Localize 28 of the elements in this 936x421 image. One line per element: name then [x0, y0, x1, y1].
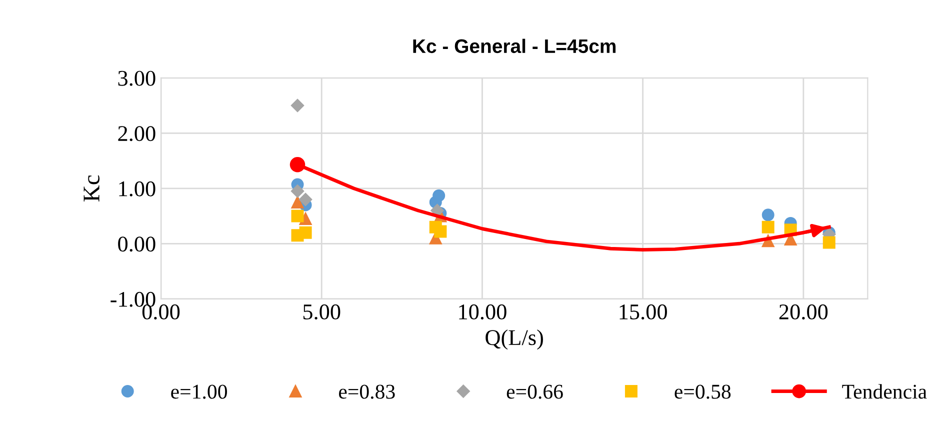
- legend-label: e=0.58: [674, 384, 731, 399]
- point: [290, 98, 304, 112]
- y-axis-title: Kc: [84, 175, 100, 202]
- y-tick-label: 2.00: [118, 126, 156, 142]
- x-tick-label: 10.00: [459, 304, 506, 320]
- point: [290, 157, 306, 172]
- y-tick-label: 1.00: [119, 181, 156, 196]
- point: [291, 210, 304, 222]
- point: [822, 236, 836, 249]
- point: [291, 196, 304, 208]
- x-tick-label: 20.00: [779, 304, 828, 320]
- chart-title: Kc - General - L=45cm: [413, 38, 616, 54]
- point: [298, 192, 312, 206]
- point: [762, 208, 774, 222]
- point: [434, 225, 447, 238]
- x-tick-label: 15.00: [620, 304, 667, 320]
- legend-label: Tendencia: [842, 384, 927, 399]
- legend-label: e=0.66: [506, 384, 563, 399]
- y-tick-label: 0.00: [118, 236, 156, 252]
- point: [290, 184, 304, 198]
- point: [762, 220, 774, 234]
- point: [432, 189, 446, 202]
- x-axis-title: Q(L/s): [486, 329, 543, 350]
- legend-label: e=1.00: [171, 384, 227, 399]
- legend-label: e=0.83: [339, 384, 395, 399]
- x-tick-label: 5.00: [303, 304, 340, 320]
- point: [299, 226, 312, 239]
- y-tick-label: 3.00: [118, 70, 156, 86]
